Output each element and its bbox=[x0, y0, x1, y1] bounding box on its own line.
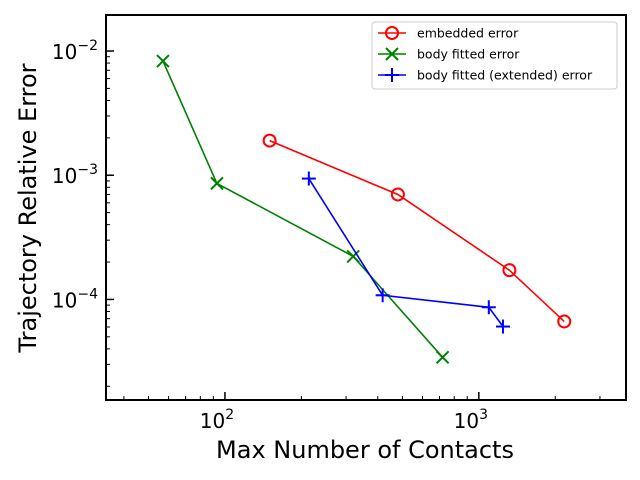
series-2-point-stroke bbox=[346, 249, 360, 264]
legend-marker bbox=[385, 47, 399, 61]
legend-label: embedded error bbox=[417, 26, 519, 41]
tick-labels: 102 103 10−4 10−3 10−2 bbox=[52, 38, 488, 433]
y-tick-label: 10−3 bbox=[52, 162, 98, 188]
legend-marker bbox=[385, 68, 399, 82]
series-2-point bbox=[346, 249, 360, 264]
legend-entries: embedded error body fitted error body fitt… bbox=[378, 26, 593, 83]
legend-entry-3: body fitted (extended) error bbox=[378, 68, 593, 83]
series-1-point bbox=[262, 133, 277, 148]
series-3-point bbox=[301, 171, 316, 186]
x-axis-label: Max Number of Contacts bbox=[216, 436, 514, 464]
series-2-point-stroke bbox=[210, 176, 224, 191]
major-ticks bbox=[106, 50, 480, 400]
legend: embedded error body fitted error body fitt… bbox=[371, 21, 618, 90]
series-3-point bbox=[481, 300, 496, 315]
y-tick-label: 10−4 bbox=[52, 286, 98, 312]
series-1 bbox=[262, 133, 572, 329]
series-1-point bbox=[390, 187, 405, 202]
legend-label: body fitted error bbox=[417, 47, 520, 62]
series-1-point bbox=[502, 263, 517, 278]
series-3-point bbox=[495, 319, 510, 334]
legend-marker bbox=[385, 26, 399, 40]
series-1-line bbox=[269, 139, 565, 322]
series-3-point bbox=[375, 288, 390, 303]
legend-box bbox=[371, 21, 618, 90]
series-2-point bbox=[435, 350, 450, 365]
series-layer bbox=[156, 54, 572, 365]
x-tick-label: 103 bbox=[454, 407, 488, 433]
minor-ticks bbox=[106, 56, 601, 400]
series-2-point-stroke bbox=[435, 350, 450, 365]
plot-frame bbox=[105, 14, 627, 401]
series-2-point-stroke bbox=[156, 54, 170, 68]
series-2 bbox=[156, 54, 450, 365]
y-tick-label: 10−2 bbox=[52, 38, 98, 64]
series-2-line bbox=[162, 60, 444, 358]
series-2-point bbox=[210, 176, 224, 191]
series-2-point bbox=[156, 54, 170, 68]
legend-entry-1: embedded error bbox=[378, 26, 519, 41]
series-3 bbox=[301, 171, 510, 334]
legend-label: body fitted (extended) error bbox=[417, 68, 593, 83]
x-tick-label: 102 bbox=[200, 407, 234, 433]
series-1-point bbox=[557, 314, 572, 329]
y-axis-label: Trajectory Relative Error bbox=[14, 63, 42, 353]
legend-entry-2: body fitted error bbox=[378, 47, 520, 62]
legend-marker-stroke bbox=[385, 47, 399, 61]
series-3-line bbox=[308, 178, 504, 327]
